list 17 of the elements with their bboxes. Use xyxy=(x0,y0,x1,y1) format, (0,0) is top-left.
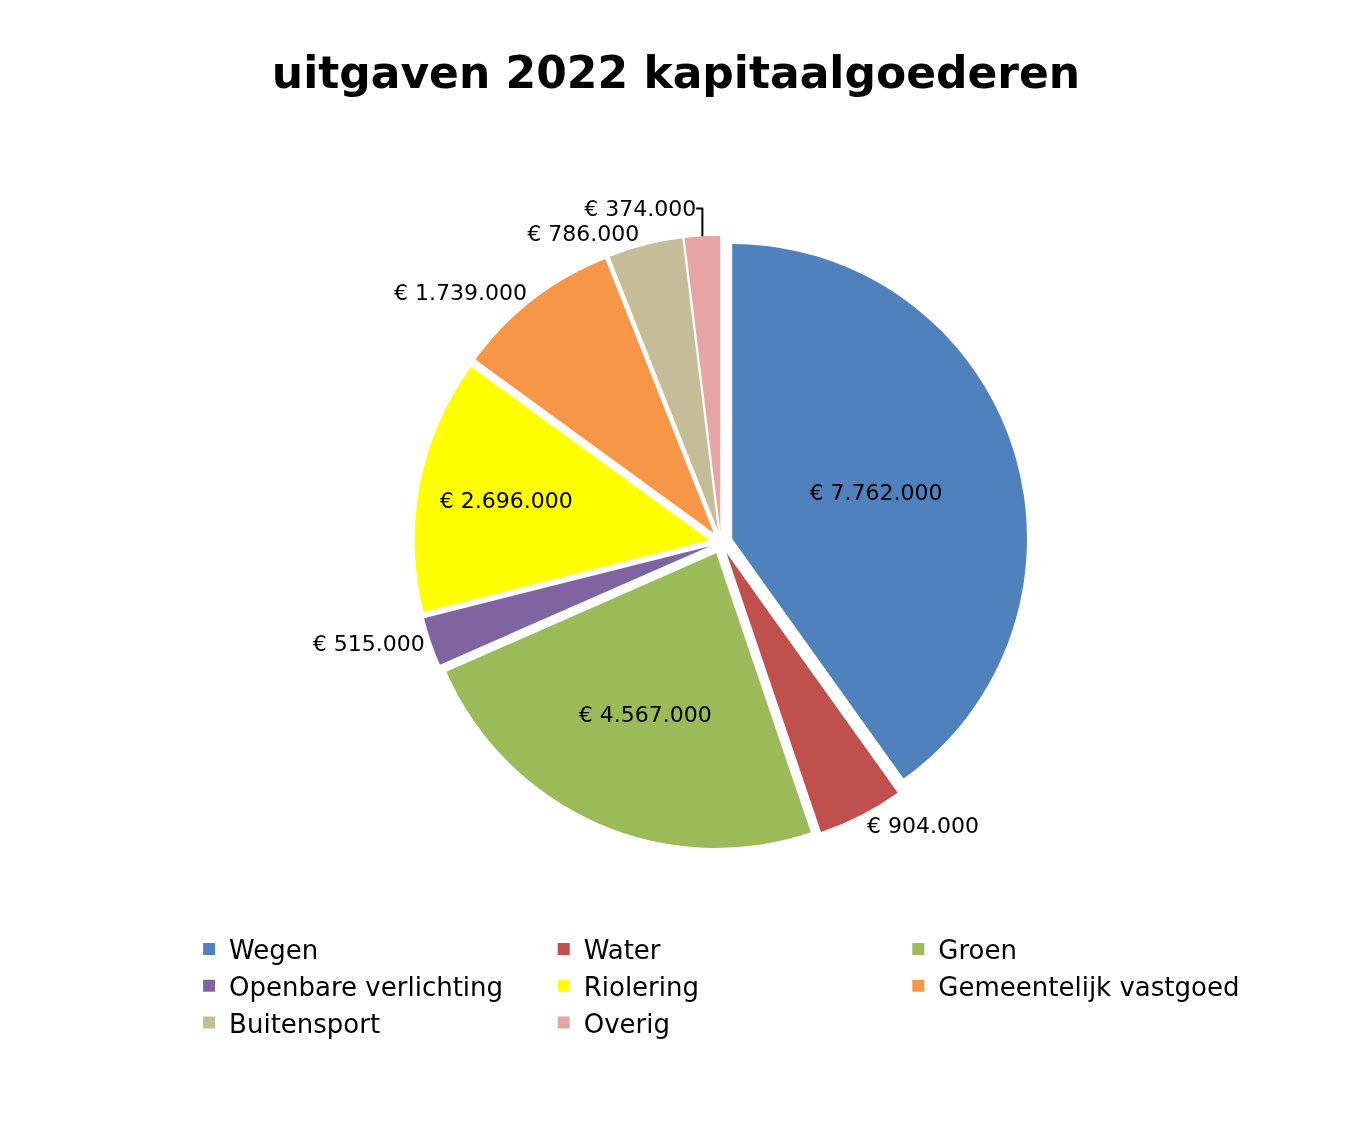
legend-label: Water xyxy=(583,935,661,966)
legend-label: Gemeentelijk vastgoed xyxy=(938,971,1240,1002)
data-label: € 374.000 xyxy=(584,196,697,222)
data-label: € 515.000 xyxy=(312,630,425,656)
legend-label: Overig xyxy=(583,1008,670,1039)
legend-label: Riolering xyxy=(583,971,700,1002)
data-label: € 786.000 xyxy=(527,221,640,247)
data-label: € 7.762.000 xyxy=(809,480,943,506)
data-label: € 4.567.000 xyxy=(578,701,712,727)
legend-label: Openbare verlichting xyxy=(229,971,504,1002)
legend-label: Groen xyxy=(938,935,1017,966)
legend-label: Buitensport xyxy=(229,1008,381,1039)
legend-label: Wegen xyxy=(229,935,319,966)
data-label: € 1.739.000 xyxy=(394,279,527,305)
data-label: € 2.696.000 xyxy=(439,488,573,514)
chart-title: uitgaven 2022 kapitaalgoederen xyxy=(271,46,1081,98)
data-label: € 904.000 xyxy=(867,812,979,838)
